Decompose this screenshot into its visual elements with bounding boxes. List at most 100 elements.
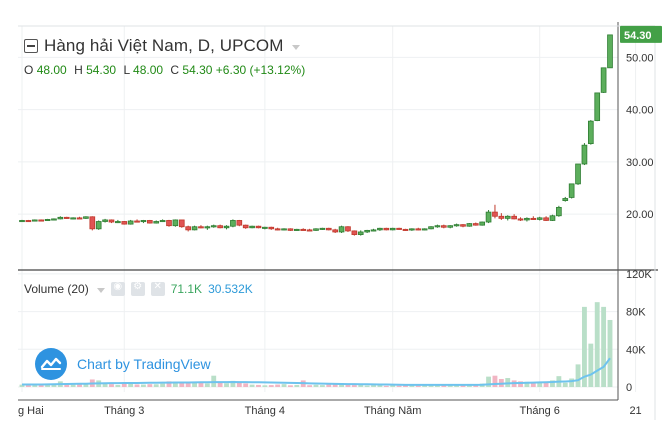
tradingview-logo-icon [35, 348, 67, 380]
candle-body [108, 219, 115, 223]
candle-body [31, 219, 38, 222]
close-icon[interactable]: ✕ [150, 281, 165, 296]
volume-bar [543, 382, 549, 387]
volume-bar [550, 380, 555, 387]
volume-ma-value: 30.532K [208, 282, 253, 296]
volume-bar [313, 384, 319, 387]
change-value: +6.30 (+13.12%) [215, 63, 306, 77]
volume-bar [601, 306, 607, 387]
volume-bar [409, 385, 415, 387]
volume-value: 71.1K [170, 282, 203, 296]
candle-body [600, 67, 607, 93]
price-tick-label: 20.00 [626, 209, 654, 221]
volume-bar [307, 385, 313, 387]
candle-body [44, 219, 51, 222]
candle-body [236, 220, 243, 226]
candle-body [536, 217, 543, 220]
candle-body [581, 144, 588, 165]
grid-lines [18, 26, 637, 392]
candle-body [134, 220, 140, 223]
candle-body [492, 211, 498, 217]
volume-bar [19, 384, 25, 387]
volume-bar [198, 382, 204, 387]
series-legend[interactable]: Hàng hải Việt Nam, D, UPCOM [24, 36, 300, 56]
candle-body [370, 229, 377, 232]
candle-body [83, 216, 89, 219]
price-tick-label: 30.00 [626, 157, 654, 169]
candle-body [287, 228, 294, 231]
eye-icon[interactable]: ◉ [110, 281, 125, 296]
volume-bar [45, 384, 50, 387]
candle-body [172, 219, 179, 227]
volume-bar [147, 384, 153, 387]
chevron-down-icon[interactable] [96, 288, 105, 293]
candle-body [453, 224, 460, 227]
low-value: 48.00 [133, 63, 164, 77]
chevron-down-icon[interactable] [291, 45, 300, 50]
price-tick-label: 50.00 [626, 52, 654, 64]
candle-body [504, 215, 511, 219]
candle-body [549, 215, 556, 221]
volume-bar [115, 384, 121, 387]
volume-bar [25, 385, 31, 387]
candle-body [607, 34, 613, 69]
candle-body [25, 220, 32, 223]
tradingview-link[interactable]: Chart by TradingView [77, 356, 211, 372]
candle-body [255, 225, 262, 229]
volume-bar [345, 384, 351, 387]
candle-body [293, 228, 300, 231]
candle-body [472, 223, 479, 226]
volume-bar [403, 385, 408, 387]
volume-bar [70, 384, 76, 387]
volume-bar [281, 384, 287, 387]
candle-body [249, 225, 255, 229]
candle-body [345, 226, 351, 232]
open-label: O [24, 63, 34, 77]
candle-body [140, 220, 147, 223]
volume-bar [569, 378, 575, 387]
candle-body [421, 228, 428, 231]
candle-body [191, 226, 198, 231]
volume-ma-path [22, 357, 611, 386]
volume-label[interactable]: Volume (20) [24, 282, 89, 296]
volume-bar [383, 385, 389, 387]
volume-bar [435, 385, 440, 387]
volume-bar [575, 364, 581, 387]
collapse-icon[interactable] [24, 39, 38, 53]
candle-body [332, 229, 339, 233]
candle-body [377, 227, 383, 231]
candle-body [517, 218, 524, 221]
volume-bar [537, 382, 543, 387]
candle-body [440, 225, 447, 228]
candle-body [530, 217, 537, 220]
time-tick-label: Tháng Năm [364, 405, 421, 417]
candle-body [434, 225, 441, 228]
time-tick-label: 21 [629, 405, 641, 417]
volume-bar [179, 382, 185, 387]
volume-bar [83, 383, 89, 387]
high-label: H [74, 63, 83, 77]
price-tick-label: 40.00 [626, 105, 654, 117]
gear-icon[interactable]: ⚙ [130, 281, 145, 296]
volume-bar [128, 383, 134, 387]
volume-bar [236, 382, 242, 387]
time-tick-label: Tháng 4 [245, 405, 285, 417]
candle-body [594, 92, 601, 122]
open-value: 48.00 [36, 63, 67, 77]
volume-bar [134, 384, 140, 387]
volume-bar [319, 385, 325, 387]
candle-body [575, 163, 581, 185]
candle-body [511, 215, 517, 220]
volume-bar [275, 384, 281, 387]
volume-bar [121, 383, 127, 387]
volume-legend[interactable]: Volume (20) ◉ ⚙ ✕ 71.1K 30.532K [24, 281, 253, 296]
volume-ma-line [22, 357, 611, 386]
candle-body [274, 228, 281, 231]
candle-body [217, 225, 223, 229]
volume-bar [588, 343, 594, 387]
symbol-title[interactable]: Hàng hải Việt Nam, D, UPCOM [44, 36, 284, 55]
candle-body [447, 225, 454, 228]
volume-bar [294, 384, 300, 387]
tradingview-badge[interactable]: Chart by TradingView [35, 348, 211, 380]
